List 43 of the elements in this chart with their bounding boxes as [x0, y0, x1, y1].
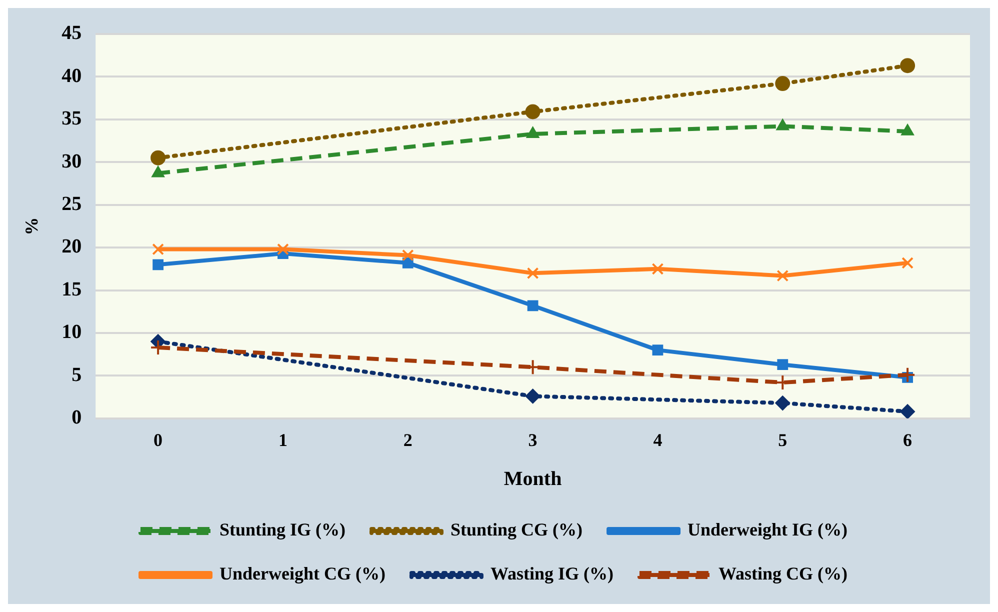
point [526, 267, 539, 280]
y-tick-label: 40 [62, 64, 82, 87]
point [775, 396, 790, 411]
legend-label: Wasting CG (%) [718, 564, 848, 584]
y-tick-label: 45 [62, 22, 82, 44]
y-tick-label: 25 [62, 193, 82, 216]
point [776, 270, 789, 282]
x-tick-label: 3 [528, 430, 538, 450]
x-tick-label: 5 [778, 430, 788, 450]
point [152, 243, 164, 256]
point [900, 404, 916, 418]
y-tick-label: 35 [62, 108, 82, 130]
legend-label: Stunting IG (%) [219, 520, 346, 540]
legend-label: Stunting CG (%) [450, 520, 583, 540]
point [402, 249, 414, 262]
y-tick-label: 10 [62, 321, 82, 344]
legend-label: Underweight CG (%) [220, 564, 386, 584]
y-tick-label: 0 [72, 406, 82, 429]
x-tick-label: 6 [903, 430, 912, 450]
legend-label: Underweight IG (%) [688, 520, 848, 540]
x-tick-label: 1 [278, 430, 288, 450]
y-axis-title: % [21, 217, 42, 236]
y-tick-label: 30 [62, 150, 82, 172]
point [150, 150, 166, 166]
y-tick-label: 15 [62, 278, 82, 300]
legend-label: Wasting IG (%) [490, 564, 614, 584]
point [525, 104, 540, 120]
point [652, 262, 664, 275]
x-axis-title: Month [504, 468, 562, 490]
point [277, 243, 289, 256]
x-tick-label: 4 [653, 430, 662, 450]
x-tick-label: 0 [154, 430, 163, 450]
y-tick-label: 20 [62, 236, 82, 258]
point [777, 359, 788, 370]
x-tick-label: 2 [403, 430, 412, 450]
point [900, 58, 916, 74]
point [525, 388, 540, 404]
point [775, 76, 790, 92]
point [652, 344, 664, 356]
point [902, 256, 914, 269]
point [527, 300, 538, 312]
y-tick-label: 5 [72, 364, 82, 386]
point [152, 259, 164, 270]
